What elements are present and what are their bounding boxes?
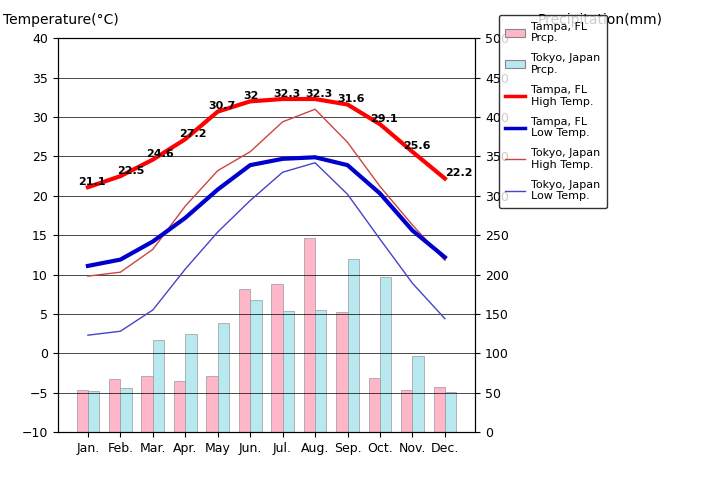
Bar [315,310,326,432]
Bar [153,340,164,432]
Text: 32.3: 32.3 [305,89,333,99]
Bar [413,356,424,432]
Bar [76,390,88,432]
Text: 32.3: 32.3 [273,89,300,99]
Bar [207,376,217,432]
Legend: Tampa, FL
Prcp., Tokyo, Japan
Prcp., Tampa, FL
High Temp., Tampa, FL
Low Temp., : Tampa, FL Prcp., Tokyo, Japan Prcp., Tam… [499,15,607,208]
Bar [348,259,359,432]
Bar [120,388,132,432]
Bar [185,334,197,432]
Bar [336,312,348,432]
Bar [250,300,261,432]
Text: 32: 32 [243,91,259,101]
Text: 22.2: 22.2 [445,168,472,178]
Bar [239,289,250,432]
Bar [88,391,99,432]
Text: 24.6: 24.6 [146,149,174,159]
Bar [401,390,413,432]
Bar [369,378,380,432]
Bar [380,277,392,432]
Text: 21.1: 21.1 [78,177,106,187]
Bar [217,324,229,432]
Text: 27.2: 27.2 [179,129,207,139]
Text: Temperature(°C): Temperature(°C) [4,12,119,26]
Bar [174,381,185,432]
Text: Precipitation(mm): Precipitation(mm) [538,12,663,26]
Text: 29.1: 29.1 [370,114,398,124]
Text: 22.5: 22.5 [117,166,145,176]
Bar [141,376,153,432]
Bar [304,238,315,432]
Text: 31.6: 31.6 [338,94,365,104]
Text: 25.6: 25.6 [402,142,430,151]
Bar [109,379,120,432]
Bar [271,284,283,432]
Text: 30.7: 30.7 [208,101,235,111]
Bar [433,387,445,432]
Bar [445,392,456,432]
Bar [283,311,294,432]
